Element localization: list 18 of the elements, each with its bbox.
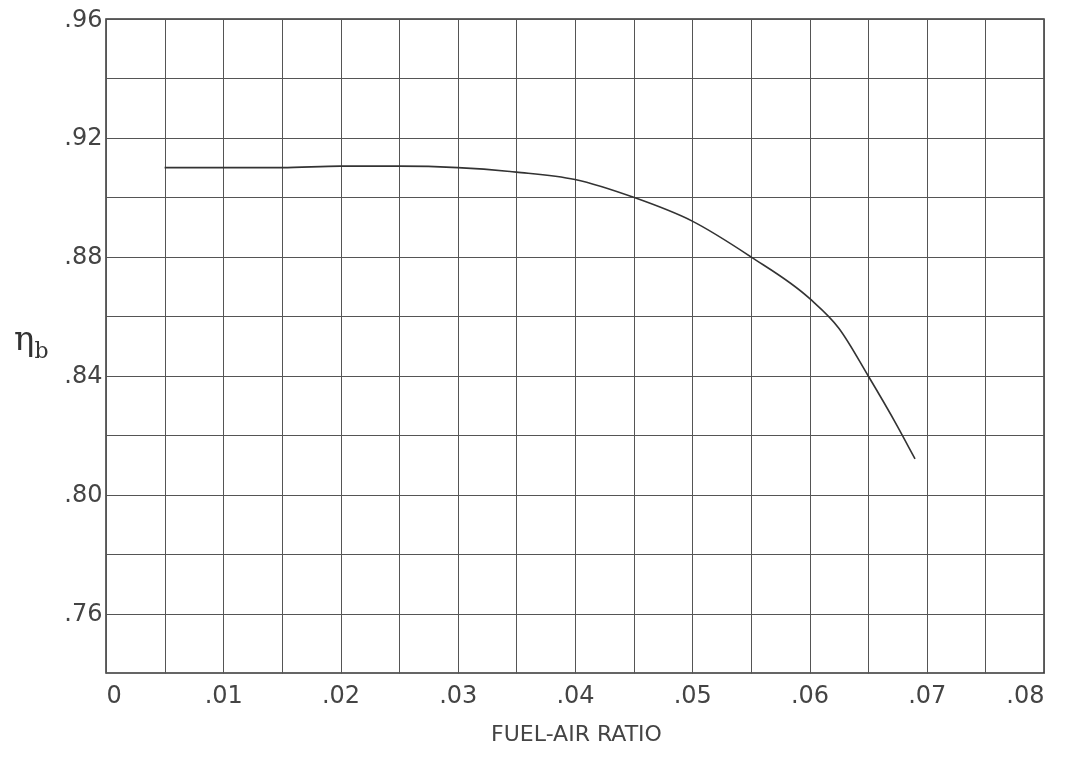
x-tick-label: 0 <box>106 680 122 709</box>
x-tick-label: .02 <box>321 680 361 709</box>
y-axis-title: η$_{b}$ <box>14 318 49 363</box>
x-tick-label: .07 <box>908 680 947 709</box>
y-tick-label: .80 <box>64 480 103 509</box>
x-tick-label: .04 <box>556 680 595 709</box>
x-tick-label: .05 <box>673 680 712 709</box>
y-tick-label: .92 <box>64 123 103 152</box>
x-tick-label: .03 <box>439 680 478 709</box>
x-axis-title: FUEL-AIR RATIO <box>491 720 662 746</box>
x-tick-label: .06 <box>790 680 830 709</box>
x-tick-label: .08 <box>1006 680 1045 709</box>
y-tick-label: .76 <box>64 599 103 628</box>
y-tick-label: .96 <box>64 4 103 33</box>
y-tick-label: .84 <box>64 361 103 390</box>
y-tick-label: .88 <box>64 242 103 271</box>
x-tick-label: .01 <box>204 680 243 709</box>
line-series <box>163 165 916 460</box>
